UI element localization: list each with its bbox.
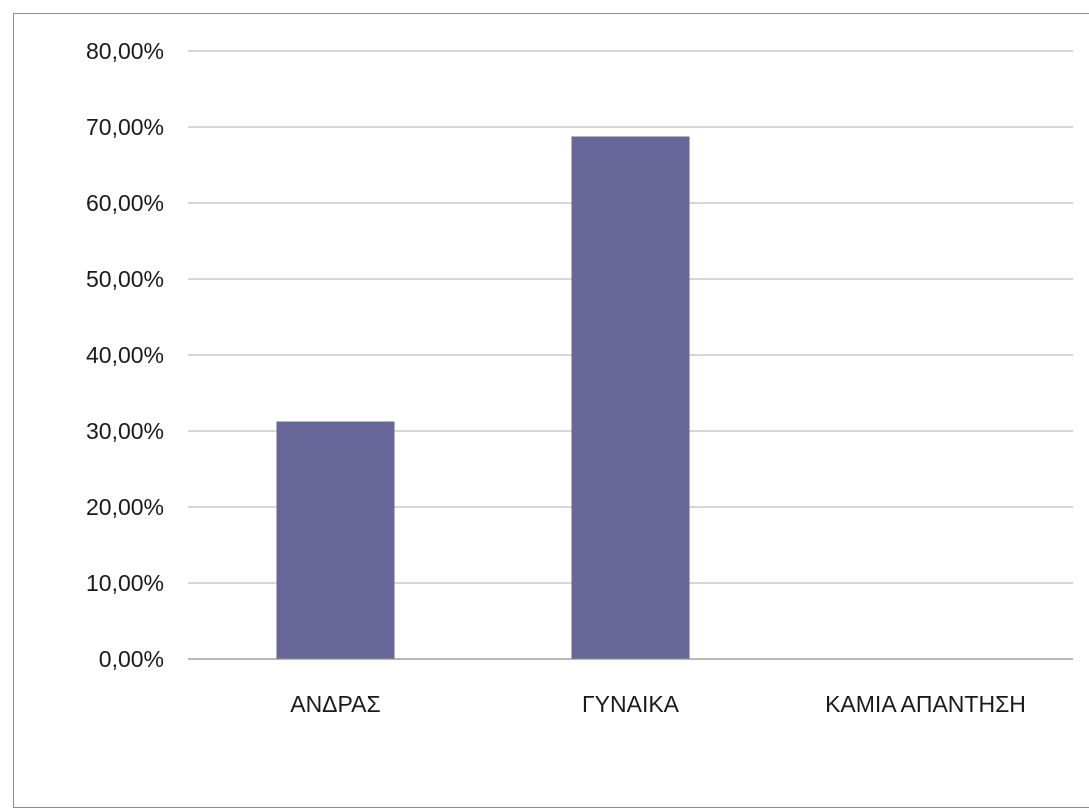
y-axis-tick-labels: 0,00% 10,00% 20,00% 30,00% 40,00% 50,00% 60,00… bbox=[86, 38, 164, 672]
x-category-label: ΚΑΜΙΑ ΑΠΑΝΤΗΣΗ bbox=[825, 691, 1026, 717]
y-tick-label: 20,00% bbox=[86, 494, 164, 520]
y-tick-label: 30,00% bbox=[86, 418, 164, 444]
y-tick-label: 40,00% bbox=[86, 342, 164, 368]
bars bbox=[277, 137, 690, 660]
bar bbox=[572, 137, 690, 660]
x-category-label: ΑΝΔΡΑΣ bbox=[290, 691, 381, 717]
x-category-label: ΓΥΝΑΙΚΑ bbox=[582, 691, 680, 717]
y-tick-label: 0,00% bbox=[99, 646, 164, 672]
y-tick-label: 60,00% bbox=[86, 190, 164, 216]
x-axis-category-labels: ΑΝΔΡΑΣ ΓΥΝΑΙΚΑ ΚΑΜΙΑ ΑΠΑΝΤΗΣΗ bbox=[290, 691, 1026, 717]
bar bbox=[277, 422, 395, 660]
y-tick-label: 50,00% bbox=[86, 266, 164, 292]
y-tick-label: 70,00% bbox=[86, 114, 164, 140]
y-tick-label: 80,00% bbox=[86, 38, 164, 64]
y-tick-label: 10,00% bbox=[86, 570, 164, 596]
